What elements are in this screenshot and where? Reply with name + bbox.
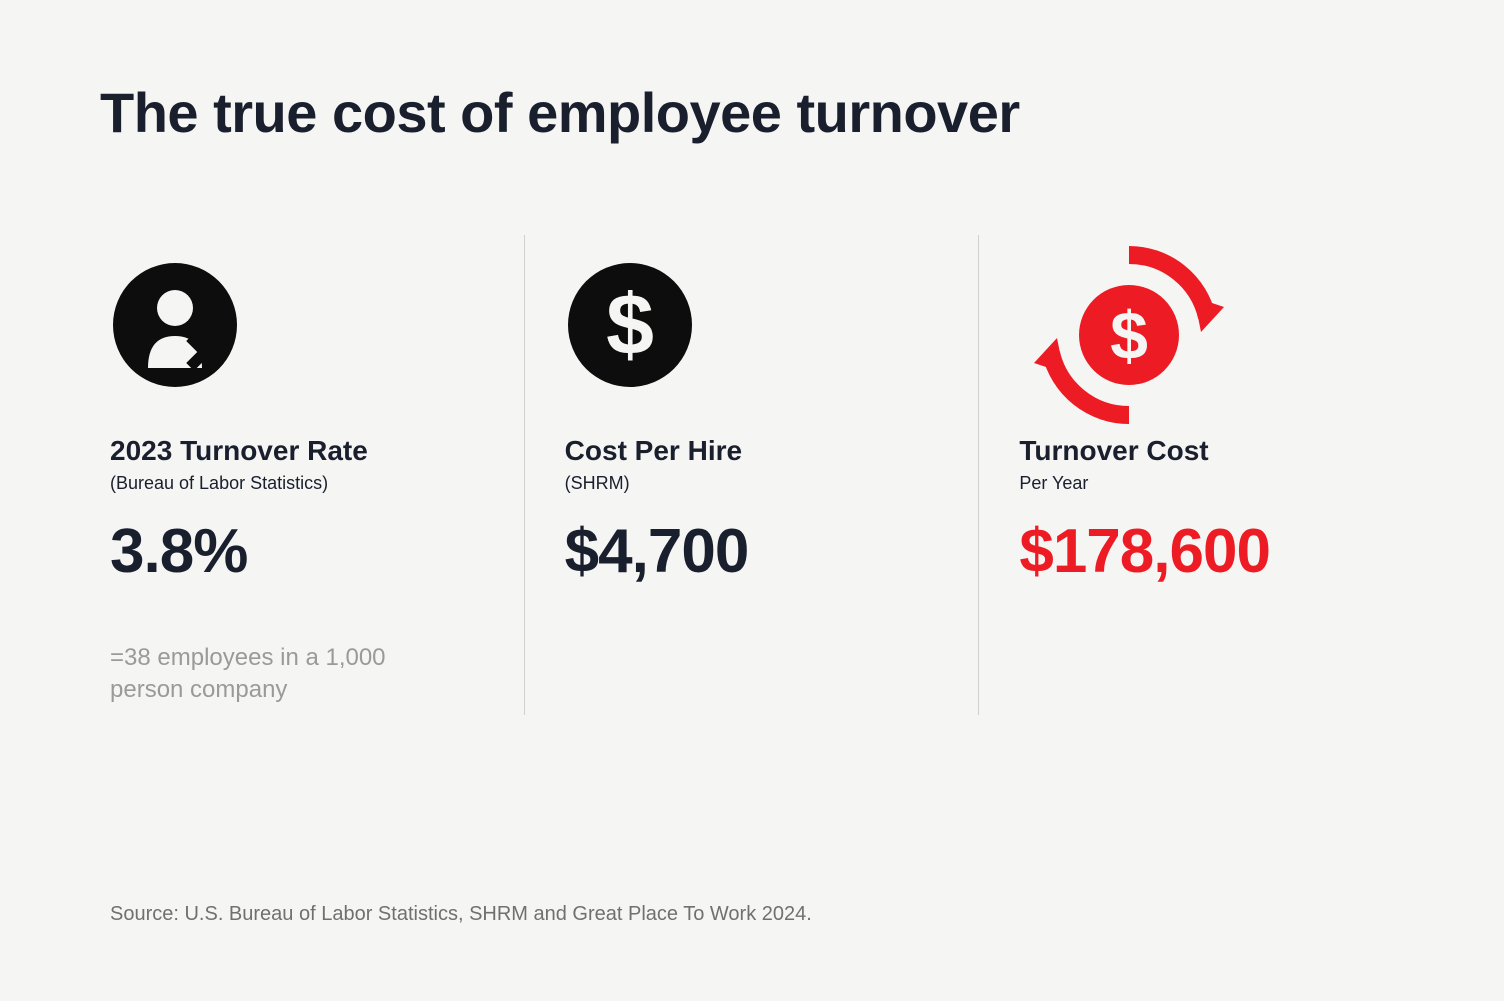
dollar-circle-icon: $ — [565, 235, 940, 415]
card-value: $4,700 — [565, 516, 940, 587]
page-title: The true cost of employee turnover — [100, 80, 1404, 145]
card-title: Cost Per Hire — [565, 435, 940, 467]
card-subtitle: (Bureau of Labor Statistics) — [110, 473, 485, 494]
card-cost-per-hire: $ Cost Per Hire (SHRM) $4,700 — [525, 235, 980, 755]
person-x-icon — [110, 235, 485, 415]
card-subtitle: (SHRM) — [565, 473, 940, 494]
card-value: 3.8% — [110, 516, 485, 587]
svg-text:$: $ — [606, 277, 654, 373]
card-note: =38 employees in a 1,000 person company — [110, 642, 460, 707]
card-subtitle: Per Year — [1019, 473, 1394, 494]
source-text: Source: U.S. Bureau of Labor Statistics,… — [110, 903, 812, 926]
card-turnover-cost: $ Turnover Cost Per Year $178,600 — [979, 235, 1404, 755]
card-value: $178,600 — [1019, 516, 1394, 587]
card-turnover-rate: 2023 Turnover Rate (Bureau of Labor Stat… — [100, 235, 525, 755]
svg-text:$: $ — [1110, 298, 1148, 374]
cards-row: 2023 Turnover Rate (Bureau of Labor Stat… — [100, 235, 1404, 755]
dollar-cycle-icon: $ — [1019, 235, 1394, 415]
card-title: 2023 Turnover Rate — [110, 435, 485, 467]
card-title: Turnover Cost — [1019, 435, 1394, 467]
